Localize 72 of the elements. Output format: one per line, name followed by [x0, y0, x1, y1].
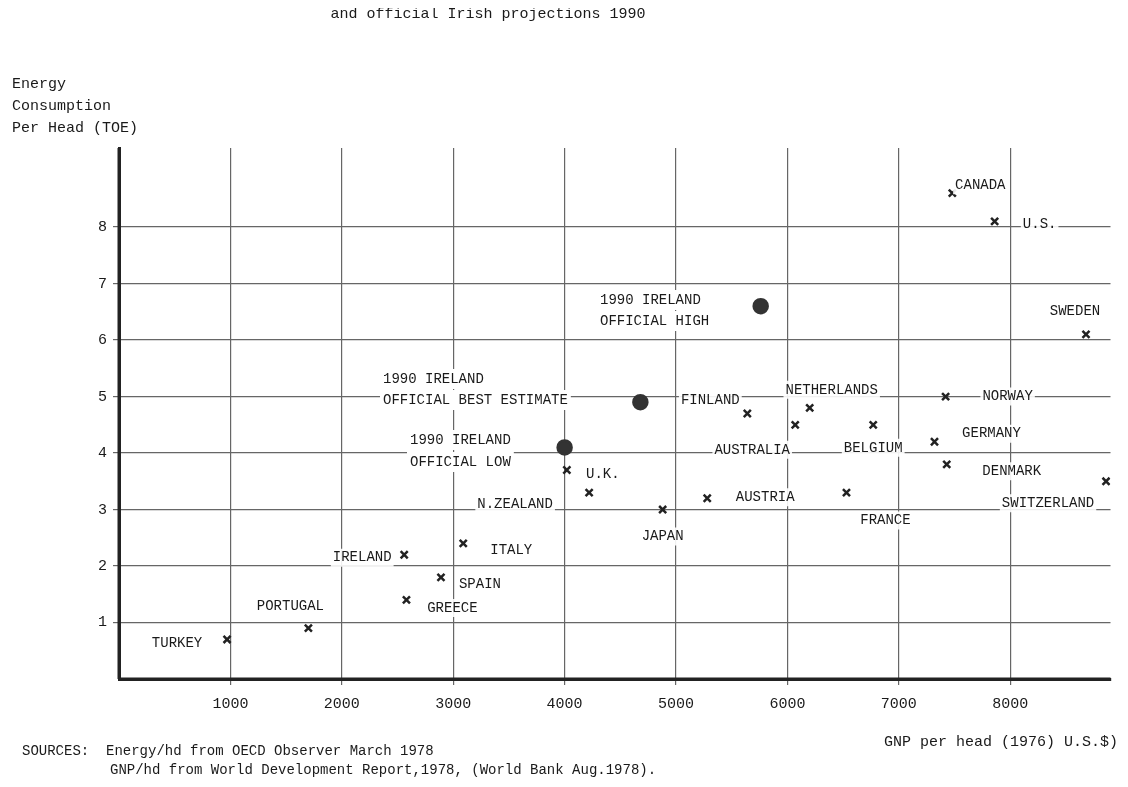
- annotation: AUSTRIA: [735, 488, 796, 505]
- y-tick-label: 3: [97, 501, 107, 519]
- annotation: BELGIUM: [843, 439, 903, 456]
- annotation: NETHERLANDS: [785, 381, 878, 398]
- x-tick-label: 1000: [212, 695, 249, 713]
- point: [868, 420, 878, 430]
- point: [562, 465, 572, 475]
- point: [303, 623, 314, 633]
- x-tick-label: 2000: [323, 695, 360, 713]
- y-axis-title: Energy Consumption Per Head (TOE): [12, 75, 139, 137]
- annotation: AUSTRALIA: [714, 441, 791, 458]
- y-tick-label: 4: [97, 445, 107, 463]
- point: [657, 504, 668, 515]
- annotation: 1990 IRELAND: [410, 431, 511, 448]
- point: [804, 403, 815, 413]
- point: [940, 391, 951, 402]
- point: [401, 595, 412, 605]
- annotation: ITALY: [490, 542, 533, 559]
- point: [458, 538, 469, 549]
- point: [399, 549, 409, 560]
- annotation: 1990 IRELAND: [600, 291, 701, 308]
- annotation: JAPAN: [641, 528, 684, 545]
- x-tick-label: 3000: [435, 695, 472, 713]
- annotation: FINLAND: [680, 392, 740, 409]
- point: [1101, 476, 1111, 487]
- annotation: N.ZEALAND: [477, 496, 553, 513]
- x-tick-label: 6000: [769, 695, 806, 713]
- point: [702, 493, 712, 504]
- annotation: CANADA: [955, 176, 1007, 193]
- annotation: U.K.: [586, 465, 620, 482]
- point: [1081, 329, 1091, 340]
- annotation: DENMARK: [982, 463, 1042, 480]
- y-tick-label: 8: [97, 219, 107, 237]
- y-tick-label: 6: [97, 332, 107, 350]
- point: [632, 393, 649, 411]
- y-tick-label: 7: [97, 275, 107, 293]
- annotation: U.S.: [1022, 216, 1057, 233]
- text: GNP/hd from World Development Report,1978, (World Bank Aug.1978).: [110, 761, 657, 778]
- annotation: SWITZERLAND: [1001, 494, 1095, 511]
- point: [556, 439, 573, 456]
- y-tick-label: 5: [97, 388, 107, 406]
- annotation: OFFICIAL BEST ESTIMATE: [383, 391, 568, 408]
- annotation: OFFICIAL LOW: [410, 453, 512, 470]
- source-note: SOURCES: Energy/hd from OECD Observer March 1978: [22, 742, 434, 759]
- annotation: IRELAND: [332, 549, 392, 566]
- point: [989, 216, 1000, 227]
- annotation: OFFICIAL HIGH: [600, 312, 710, 329]
- annotation: TURKEY: [151, 635, 203, 652]
- point: [222, 634, 232, 645]
- x-tick-label: 4000: [546, 695, 583, 713]
- annotation: PORTUGAL: [256, 597, 324, 614]
- y-tick-label: 1: [97, 614, 107, 632]
- annotation: NORWAY: [982, 388, 1034, 405]
- annotation: SWEDEN: [1049, 303, 1101, 320]
- annotation: 1990 IRELAND: [383, 370, 484, 387]
- point: [584, 487, 594, 498]
- x-tick-label: 5000: [658, 695, 695, 713]
- point: [752, 297, 769, 315]
- annotation: FRANCE: [860, 512, 911, 529]
- x-tick-label: 7000: [880, 695, 917, 713]
- point: [436, 572, 446, 583]
- x-axis-title: GNP per head (1976) U.S.$): [883, 733, 1118, 751]
- point: [941, 459, 952, 470]
- point: [929, 436, 940, 447]
- x-tick-label: 8000: [992, 695, 1029, 713]
- point: [790, 420, 801, 430]
- annotation: GREECE: [427, 599, 478, 616]
- point: [742, 408, 753, 419]
- annotation: GERMANY: [962, 425, 1022, 442]
- point: [841, 487, 852, 498]
- annotation: SPAIN: [458, 576, 501, 593]
- y-tick-label: 2: [97, 557, 107, 575]
